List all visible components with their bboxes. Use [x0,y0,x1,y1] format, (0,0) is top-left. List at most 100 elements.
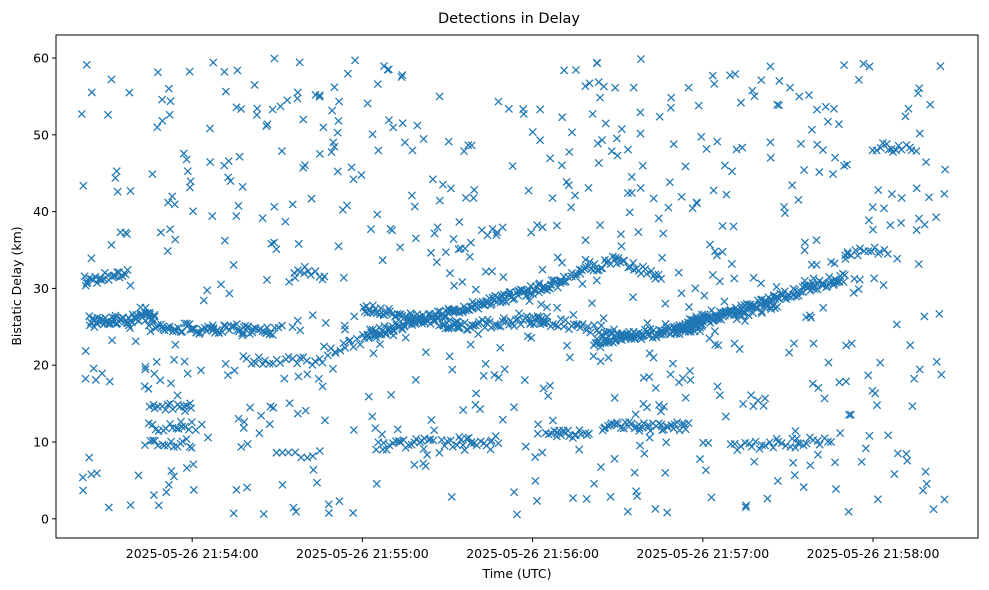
data-point [920,312,929,321]
data-point [761,394,770,403]
data-point [906,341,915,350]
data-point [684,419,693,428]
data-point [294,239,303,248]
data-point [659,229,668,238]
data-point [408,146,417,155]
data-point [696,323,705,332]
data-point [662,438,671,447]
data-point [870,274,879,283]
data-point [815,440,824,449]
data-point [158,116,167,125]
data-point [558,113,567,122]
data-point [627,172,636,181]
data-point [631,410,640,419]
data-point [578,320,587,329]
data-point [873,401,882,410]
data-point [462,434,471,443]
data-point [854,285,863,294]
data-point [732,315,741,324]
y-tick-label: 40 [33,204,49,219]
data-point [419,459,428,468]
data-point [373,210,382,219]
data-point [419,134,428,143]
data-point [757,308,766,318]
data-point [171,235,180,244]
data-point [861,444,870,453]
data-point [111,173,120,182]
data-point [123,265,132,275]
data-point [766,138,775,147]
data-point [749,402,758,411]
data-point [569,494,578,503]
data-point [890,470,899,479]
data-point [726,71,735,80]
data-point [785,348,794,357]
data-point [707,493,716,502]
data-point [230,366,239,375]
data-point [381,330,390,339]
data-point [184,425,193,434]
data-point [567,272,576,281]
data-point [666,103,675,112]
data-point [131,337,140,346]
data-point [113,187,122,196]
data-point [92,469,101,478]
data-point [739,399,748,408]
data-point [857,457,866,466]
data-point [661,468,670,477]
data-point [630,468,639,477]
data-point [610,454,619,463]
data-point [636,129,645,138]
data-point [465,252,474,261]
data-point [246,403,255,412]
data-point [373,80,382,89]
data-point [334,242,343,251]
x-tick-label: 2025-05-26 21:54:00 [126,546,259,561]
data-point [901,112,910,121]
data-point [912,184,921,193]
data-point [182,155,191,164]
data-point [333,167,342,176]
data-point [477,226,486,235]
data-point [921,467,930,476]
data-point [491,432,500,441]
data-point [632,487,641,496]
data-point [270,54,279,63]
data-point [718,221,727,231]
data-point [868,225,877,234]
data-point [594,78,603,87]
data-point [825,273,834,282]
data-point [610,393,619,403]
data-point [526,318,535,327]
data-point [864,216,873,225]
data-point [937,370,946,379]
data-point [749,273,758,282]
data-point [614,253,623,263]
data-point [836,429,845,438]
data-point [596,221,605,230]
data-markers [77,54,950,519]
data-point [277,147,286,156]
data-point [710,327,719,336]
data-point [666,370,675,379]
data-point [800,238,810,247]
data-point [601,119,610,128]
data-point [179,149,188,158]
data-point [592,276,601,285]
data-point [728,167,737,176]
data-point [458,277,467,287]
data-point [220,161,229,170]
data-point [897,218,906,227]
data-point [659,402,668,411]
data-point [544,430,553,439]
data-point [320,272,329,281]
data-point [260,356,269,365]
data-point [627,419,636,428]
data-point [897,193,906,203]
data-point [176,327,185,337]
data-point [704,313,713,322]
data-point [208,211,217,221]
data-point [291,507,301,516]
data-point [596,357,605,366]
data-point [729,222,738,231]
